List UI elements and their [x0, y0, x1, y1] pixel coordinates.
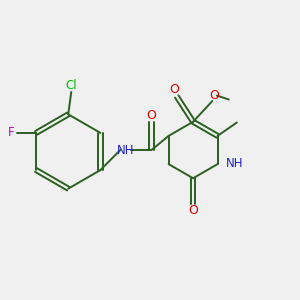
Text: O: O: [188, 203, 198, 217]
Text: NH: NH: [226, 157, 243, 170]
Text: O: O: [146, 109, 156, 122]
Text: F: F: [8, 126, 15, 140]
Text: NH: NH: [117, 143, 134, 157]
Text: Cl: Cl: [65, 79, 77, 92]
Text: O: O: [169, 83, 179, 97]
Text: O: O: [209, 88, 219, 101]
